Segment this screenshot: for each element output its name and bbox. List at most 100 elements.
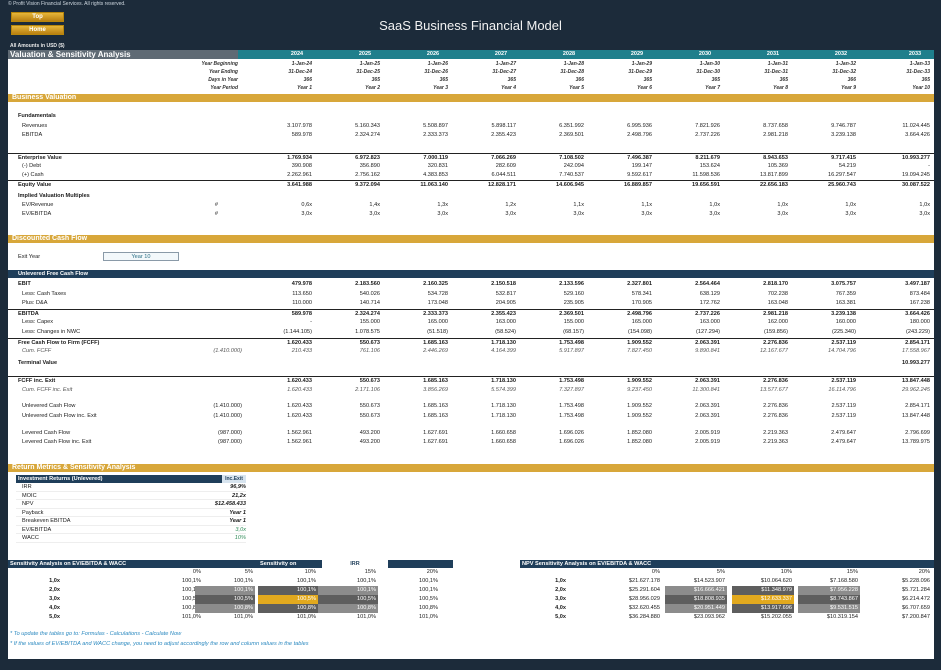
value-cell: 9.717.415 — [831, 155, 856, 161]
value-cell: 3.239.138 — [831, 132, 856, 138]
exit-year-selector[interactable]: Year 10 — [103, 252, 179, 261]
value-cell: 16.297.547 — [828, 172, 856, 178]
value-cell: 2.537.119 — [831, 378, 856, 384]
value-cell: 162.000 — [767, 319, 788, 326]
table-row: Free Cash Flow to Firm (FCFF) 1.620.433 55… — [8, 337, 934, 346]
wacc-col-label: 0% — [192, 569, 201, 575]
table-row: EBIT 479.978 2.183.560 2.160.325 2.150.518 2.… — [8, 280, 934, 288]
value-cell: 2.324.274 — [355, 310, 380, 317]
sensitivity-row: 3,0x $28.956.029 $18.808.935 $12.633.337 $8.… — [520, 595, 934, 604]
row-label: Unlevered Cash Flow inc. Exit — [22, 412, 97, 419]
value-cell: (159.856) — [764, 329, 788, 335]
sensitivity-metric-dropdown[interactable]: IRR — [322, 560, 388, 568]
value-cell: 1.718.130 — [491, 378, 516, 384]
value-cell: 2.369.501 — [559, 310, 584, 317]
sensitivity-cell: 101,0% — [357, 614, 376, 620]
returns-value: 10% — [234, 535, 246, 541]
value-cell: (51.518) — [427, 329, 448, 335]
npv-sensitivity-header: NPV Sensitivity Analysis on EV/EBITDA & … — [520, 560, 934, 568]
sensitivity-row: 5,0x 101,0% 101,0% 101,0% 101,0% 101,0% — [8, 613, 453, 622]
value-cell: 6.351.992 — [559, 123, 584, 129]
sensitivity-cell: $8.743.867 — [798, 595, 860, 604]
row-label: Plus: D&A — [22, 300, 48, 307]
table-row: Unlevered Cash Flow inc. Exit (1.410.000)… — [8, 412, 934, 420]
table-row: EV/EBITDA #3,0x 3,0x 3,0x 3,0x 3,0x 3,0x 3,0x 3,… — [8, 210, 934, 218]
initial-outflow-cell: (987.000) — [218, 439, 242, 446]
period-cell: 1-Jan-24 — [291, 61, 312, 67]
row-label: Levered Cash Flow inc. Exit — [22, 439, 92, 446]
value-cell: 2.005.919 — [695, 429, 720, 436]
exit-year-label: Exit Year — [18, 254, 41, 260]
period-cell: 1-Jan-29 — [631, 61, 652, 67]
table-row: Enterprise Value 1.769.934 6.972.823 7.000.… — [8, 153, 934, 161]
value-cell: 767.359 — [835, 290, 856, 297]
value-cell: 550.673 — [359, 412, 380, 419]
value-cell: 11.024.445 — [902, 123, 930, 129]
value-cell: 170.905 — [631, 300, 652, 307]
top-button[interactable]: Top — [11, 12, 64, 22]
sensitivity-cell: 100,1% — [318, 586, 378, 595]
sensitivity-cell: 100,1% — [357, 578, 376, 584]
value-cell: 3,0x — [709, 211, 720, 217]
sensitivity-cell: $28.956.029 — [628, 596, 660, 602]
row-label: Less: Cash Taxes — [22, 290, 67, 297]
value-cell: 1.753.498 — [559, 339, 584, 346]
value-cell: 235.905 — [563, 300, 584, 307]
year-header: 2030 — [698, 51, 712, 57]
value-cell: 1.718.130 — [491, 339, 516, 346]
sensitivity-cell: $10.319.154 — [826, 614, 858, 620]
value-cell: 3.107.978 — [287, 123, 312, 129]
sensitivity-cell: 100,1% — [195, 586, 255, 595]
npv-sensitivity-table: NPV Sensitivity Analysis on EV/EBITDA & … — [520, 560, 934, 622]
returns-label: Payback — [22, 509, 44, 516]
value-cell: (68.157) — [563, 329, 584, 335]
table-row: EV/Revenue #0,6x 1,4x 1,3x 1,2x 1,1x 1,1x 1,0x 1… — [8, 201, 934, 209]
value-cell: 7.327.897 — [559, 386, 584, 393]
period-cell: 1-Jan-28 — [563, 61, 584, 67]
sensitivity-on-label: Sensitivity on — [260, 561, 297, 567]
terminal-value-row: Terminal Value 10.993.277 — [18, 360, 930, 366]
value-cell: 1.852.080 — [627, 429, 652, 436]
period-header-label: Year Ending — [209, 69, 238, 75]
value-cell: 529.160 — [563, 290, 584, 297]
sensitivity-cell: 100,1% — [258, 586, 318, 595]
sensitivity-cell: 100,8% — [182, 605, 201, 611]
period-cell: 1-Jan-32 — [835, 61, 856, 67]
value-cell: 493.200 — [359, 439, 380, 446]
wacc-col-label: 20% — [426, 569, 438, 575]
value-cell: 1,0x — [919, 202, 930, 208]
sensitivity-row: 4,0x 100,8% 100,8% 100,8% 100,8% 100,8% — [8, 604, 453, 613]
row-label: EV/EBITDA — [22, 211, 52, 217]
value-cell: 7.821.926 — [695, 123, 720, 129]
value-cell: 180.000 — [909, 319, 930, 326]
multiple-row-label: 3,0x — [49, 596, 60, 602]
sensitivity-row: 1,0x 100,1% 100,1% 100,1% 100,1% 100,1% — [8, 577, 453, 586]
row-label: EBITDA — [18, 310, 39, 317]
year-header: 2029 — [630, 51, 644, 57]
value-cell: 3,0x — [641, 211, 652, 217]
value-cell: 153.624 — [699, 163, 720, 169]
sensitivity-cell: $12.633.337 — [732, 595, 794, 604]
value-cell: 155.000 — [359, 319, 380, 326]
value-cell: 199.147 — [631, 163, 652, 169]
multiple-row-label: 5,0x — [555, 614, 566, 620]
terminal-value: 10.993.277 — [902, 360, 930, 366]
value-cell: 2.479.647 — [831, 439, 856, 446]
sensitivity-cell: 100,5% — [182, 596, 201, 602]
sensitivity-cell: 100,1% — [419, 587, 438, 593]
sensitivity-cell: 100,1% — [182, 578, 201, 584]
value-cell: 7.000.119 — [423, 155, 448, 161]
period-cell: 1-Jan-27 — [495, 61, 516, 67]
value-cell: 7.740.537 — [559, 172, 584, 178]
value-cell: 14.606.945 — [556, 182, 584, 188]
home-button[interactable]: Home — [11, 25, 64, 35]
value-cell: 2.276.836 — [763, 412, 788, 419]
value-cell: 2.160.325 — [423, 281, 448, 287]
value-cell: 110.000 — [292, 300, 312, 307]
table-row: Revenues 3.107.978 5.160.343 5.508.897 5.898… — [8, 122, 934, 130]
value-cell: 2.005.919 — [695, 439, 720, 446]
exit-scenario-dropdown[interactable]: Inc.Exit — [222, 475, 246, 483]
value-cell: 160.000 — [835, 319, 856, 326]
multiple-row-label: 2,0x — [49, 587, 60, 593]
value-cell: 6.995.936 — [627, 123, 652, 129]
